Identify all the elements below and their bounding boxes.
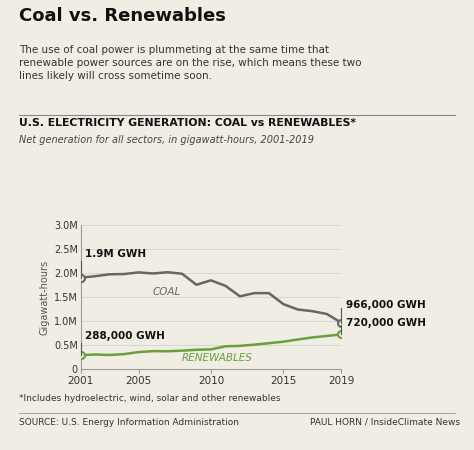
Text: RENEWABLES: RENEWABLES	[182, 353, 253, 363]
Text: U.S. ELECTRICITY GENERATION: COAL vs RENEWABLES*: U.S. ELECTRICITY GENERATION: COAL vs REN…	[19, 118, 356, 128]
Text: 966,000 GWH: 966,000 GWH	[346, 301, 426, 310]
Text: COAL: COAL	[153, 288, 181, 297]
Text: 1.9M GWH: 1.9M GWH	[85, 248, 146, 259]
Text: The use of coal power is plummeting at the same time that
renewable power source: The use of coal power is plummeting at t…	[19, 45, 362, 81]
Text: *Includes hydroelectric, wind, solar and other renewables: *Includes hydroelectric, wind, solar and…	[19, 394, 281, 403]
Text: SOURCE: U.S. Energy Information Administration: SOURCE: U.S. Energy Information Administ…	[19, 418, 239, 427]
Text: Net generation for all sectors, in gigawatt-hours, 2001-2019: Net generation for all sectors, in gigaw…	[19, 135, 314, 145]
Text: Coal vs. Renewables: Coal vs. Renewables	[19, 7, 226, 25]
Text: 720,000 GWH: 720,000 GWH	[346, 319, 426, 328]
Text: PAUL HORN / InsideClimate News: PAUL HORN / InsideClimate News	[310, 418, 460, 427]
Text: 288,000 GWH: 288,000 GWH	[85, 331, 165, 342]
Y-axis label: Gigawatt-hours: Gigawatt-hours	[40, 260, 50, 334]
